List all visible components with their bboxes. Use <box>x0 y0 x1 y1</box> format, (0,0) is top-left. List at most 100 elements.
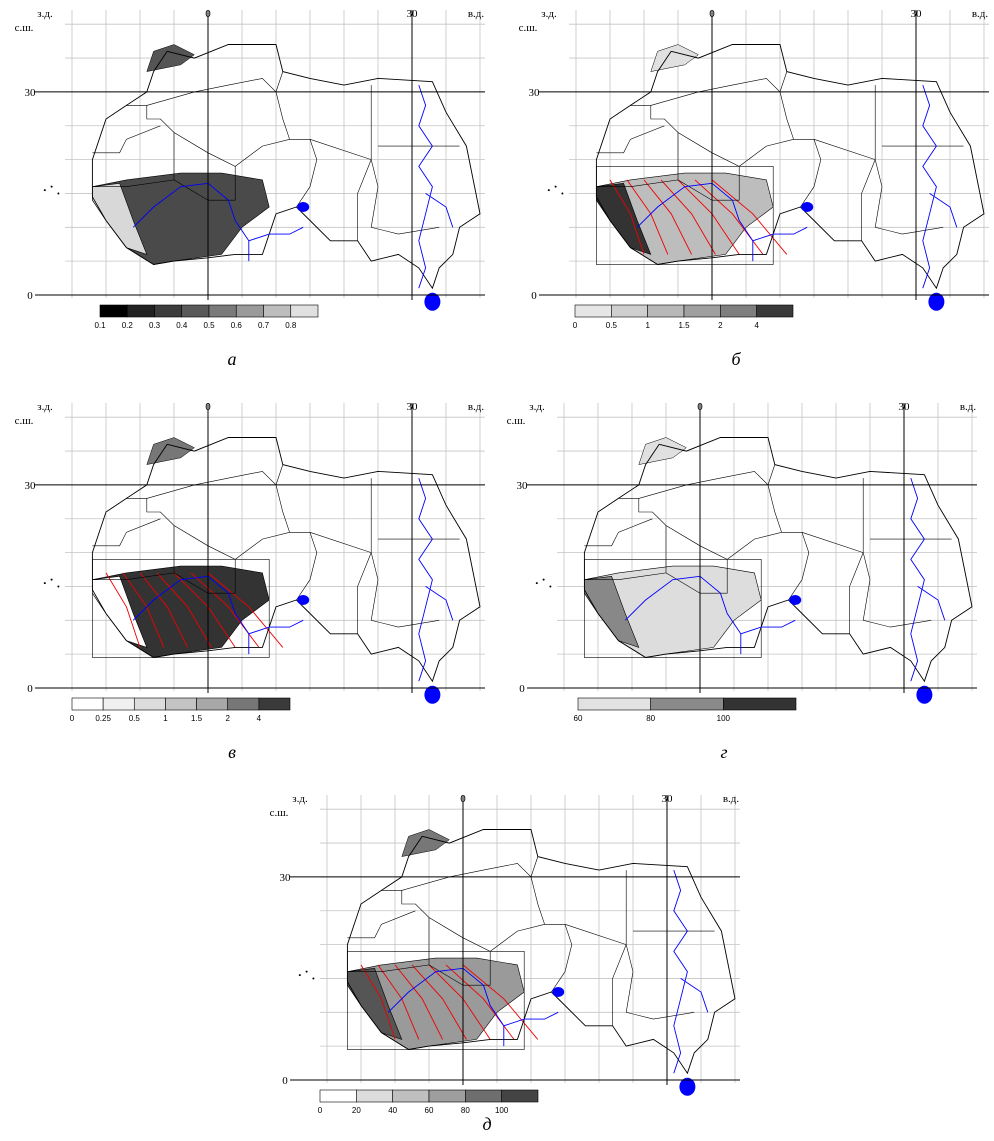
legend-swatch <box>723 698 796 710</box>
lon-label: 0 <box>205 401 211 413</box>
north-label: с.ш. <box>15 22 34 34</box>
legend-label: 80 <box>646 714 655 723</box>
east-label: в.д. <box>723 793 740 805</box>
north-label: с.ш. <box>507 415 526 427</box>
lat-label: 0 <box>519 683 525 695</box>
border <box>630 105 814 166</box>
legend-label: 2 <box>225 714 230 723</box>
lat-label: 0 <box>282 1075 288 1087</box>
legend-swatch <box>291 305 318 317</box>
island <box>555 186 557 188</box>
lat-label: 0 <box>27 290 33 302</box>
lon-label: 0 <box>460 793 466 805</box>
west-label: з.д. <box>529 401 545 413</box>
legend-swatch <box>228 698 259 710</box>
island <box>543 579 545 581</box>
legend-label: 4 <box>754 321 759 330</box>
border <box>371 553 439 628</box>
legend-label: 1.5 <box>678 321 690 330</box>
legend-swatch <box>72 698 103 710</box>
border <box>768 465 775 485</box>
legend-label: 0.25 <box>95 714 111 723</box>
legend-label: 0.5 <box>606 321 618 330</box>
panel-caption: б <box>731 349 741 369</box>
legend-swatch <box>757 305 793 317</box>
island <box>51 186 53 188</box>
map-panel: з.д.с.ш.030в.д.3000.10.20.30.40.50.60.70… <box>15 8 485 369</box>
legend-swatch <box>611 305 647 317</box>
legend-swatch <box>575 305 611 317</box>
lon-label: 30 <box>911 8 923 20</box>
lon-label: 0 <box>205 8 211 20</box>
legend-label: 0.5 <box>203 321 215 330</box>
island <box>561 192 563 194</box>
legend-swatch <box>320 1090 356 1102</box>
legend-label: 1.5 <box>191 714 203 723</box>
lake <box>297 202 309 212</box>
border <box>800 139 820 207</box>
legend-swatch <box>236 305 263 317</box>
legend-label: 4 <box>257 714 262 723</box>
map-panel: з.д.с.ш.030в.д.3006080100г <box>507 401 977 762</box>
border <box>618 498 802 559</box>
island <box>306 971 308 973</box>
border <box>126 105 310 166</box>
legend-swatch <box>155 305 182 317</box>
lon-label: 30 <box>899 401 911 413</box>
border <box>402 863 545 924</box>
west-label: з.д. <box>292 793 308 805</box>
lat-label: 0 <box>27 683 33 695</box>
border <box>875 160 943 235</box>
border <box>358 553 372 634</box>
morocco-fill <box>402 830 450 857</box>
border <box>780 72 787 92</box>
legend-swatch <box>259 698 290 710</box>
legend-label: 0.7 <box>258 321 270 330</box>
lat-label: 30 <box>25 87 37 99</box>
border <box>626 945 694 1020</box>
border <box>531 857 538 877</box>
panel-caption: в <box>228 742 236 762</box>
west-label: з.д. <box>37 8 53 20</box>
border <box>565 870 626 945</box>
legend-label: 0.3 <box>149 321 161 330</box>
border <box>126 498 310 559</box>
island <box>312 977 314 979</box>
island <box>536 582 538 584</box>
panel-caption: а <box>228 349 237 369</box>
morocco-fill <box>147 438 195 465</box>
border <box>788 532 808 600</box>
border <box>551 924 571 992</box>
island <box>44 582 46 584</box>
island <box>299 974 301 976</box>
east-label: в.д. <box>468 8 485 20</box>
lon-label: 30 <box>662 793 674 805</box>
border <box>147 471 290 532</box>
west-label: з.д. <box>37 401 53 413</box>
north-label: с.ш. <box>15 415 34 427</box>
legend-label: 20 <box>352 1106 361 1115</box>
legend-swatch <box>100 305 127 317</box>
border <box>358 160 372 241</box>
lake <box>552 987 564 997</box>
legend-label: 1 <box>163 714 168 723</box>
legend-swatch <box>720 305 756 317</box>
legend-swatch <box>165 698 196 710</box>
legend-label: 0.2 <box>122 321 134 330</box>
river <box>419 478 433 681</box>
border <box>276 72 283 92</box>
map-panel: з.д.с.ш.030в.д.300020406080100д <box>270 793 740 1134</box>
legend-swatch <box>356 1090 392 1102</box>
west-label: з.д. <box>541 8 557 20</box>
river <box>674 870 688 1073</box>
legend-label: 40 <box>388 1106 397 1115</box>
legend-label: 1 <box>645 321 650 330</box>
legend-label: 0.6 <box>231 321 243 330</box>
island <box>548 189 550 191</box>
border <box>296 139 316 207</box>
border <box>296 532 316 600</box>
legend-swatch <box>465 1090 501 1102</box>
border <box>850 553 864 634</box>
north-label: с.ш. <box>519 22 538 34</box>
legend-swatch <box>197 698 228 710</box>
